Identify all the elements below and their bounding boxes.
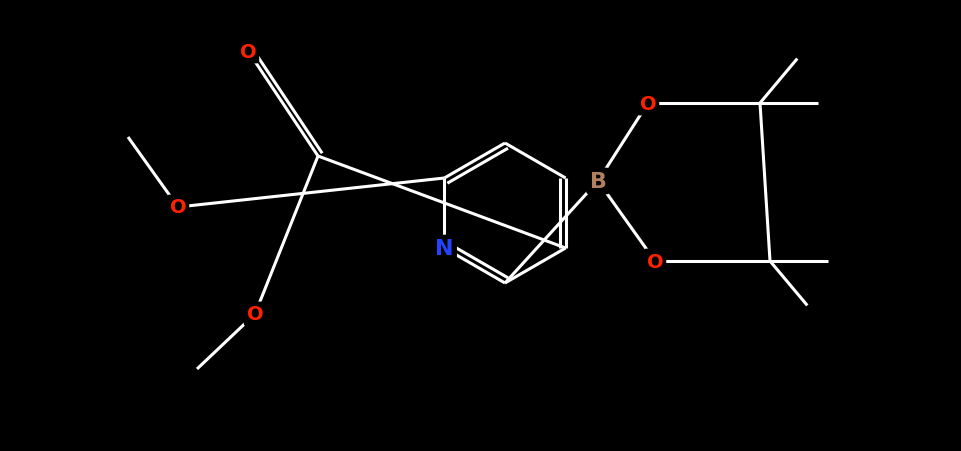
Text: O: O	[647, 252, 663, 271]
Text: N: N	[435, 239, 454, 258]
Text: O: O	[247, 305, 263, 324]
Text: O: O	[239, 42, 257, 61]
Text: O: O	[640, 94, 656, 113]
Text: O: O	[170, 198, 186, 217]
Text: B: B	[589, 172, 606, 192]
